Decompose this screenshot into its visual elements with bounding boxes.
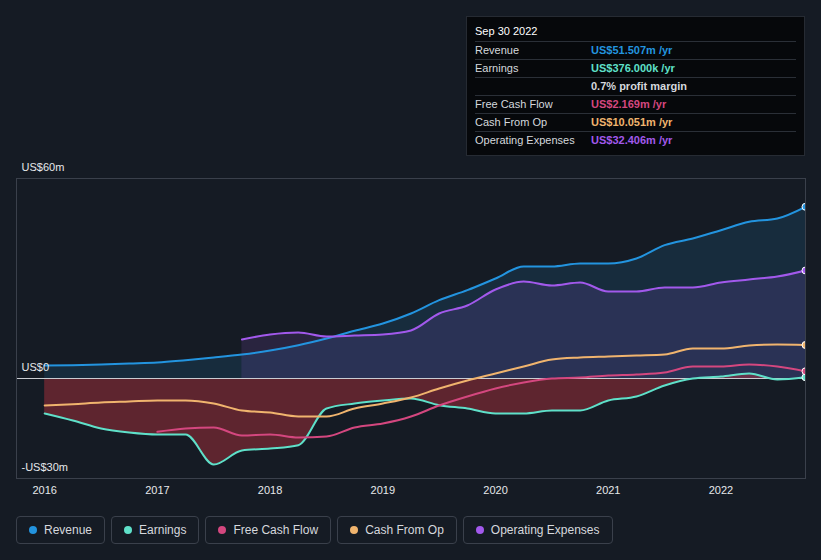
html-text:Cash From Op: Cash From Op — [365, 523, 444, 537]
html-text:Free Cash Flow: Free Cash Flow — [475, 98, 553, 110]
html-text:Earnings: Earnings — [475, 62, 519, 74]
svg-text:2021: 2021 — [596, 484, 620, 496]
html-text:US$32.406m /yr: US$32.406m /yr — [591, 134, 673, 146]
html-text:Revenue: Revenue — [44, 523, 92, 537]
html-text:Cash From Op: Cash From Op — [475, 116, 548, 128]
html-text:US$2.169m /yr: US$2.169m /yr — [591, 98, 667, 110]
html-text:Revenue: Revenue — [475, 44, 519, 56]
svg-text:US$60m: US$60m — [22, 161, 65, 173]
html-text:Free Cash Flow: Free Cash Flow — [233, 523, 319, 537]
html-text:US$376.000k /yr: US$376.000k /yr — [591, 62, 675, 74]
html-text:Operating Expenses: Operating Expenses — [475, 134, 575, 146]
html-text:US$51.507m /yr: US$51.507m /yr — [591, 44, 673, 56]
svg-text:US$0: US$0 — [22, 361, 50, 373]
svg-text:2017: 2017 — [145, 484, 169, 496]
html-text:US$10.051m /yr: US$10.051m /yr — [591, 116, 673, 128]
svg-text:2020: 2020 — [483, 484, 507, 496]
html-text:Earnings: Earnings — [139, 523, 187, 537]
svg-text:-US$30m: -US$30m — [22, 461, 68, 473]
svg-text:2018: 2018 — [258, 484, 282, 496]
html-text:0.7% profit margin: 0.7% profit margin — [591, 80, 687, 92]
svg-text:2016: 2016 — [32, 484, 56, 496]
svg-text:2022: 2022 — [709, 484, 733, 496]
html-text:Operating Expenses: Operating Expenses — [490, 523, 600, 537]
html-text:Sep 30 2022: Sep 30 2022 — [475, 25, 538, 37]
svg-text:2019: 2019 — [371, 484, 395, 496]
